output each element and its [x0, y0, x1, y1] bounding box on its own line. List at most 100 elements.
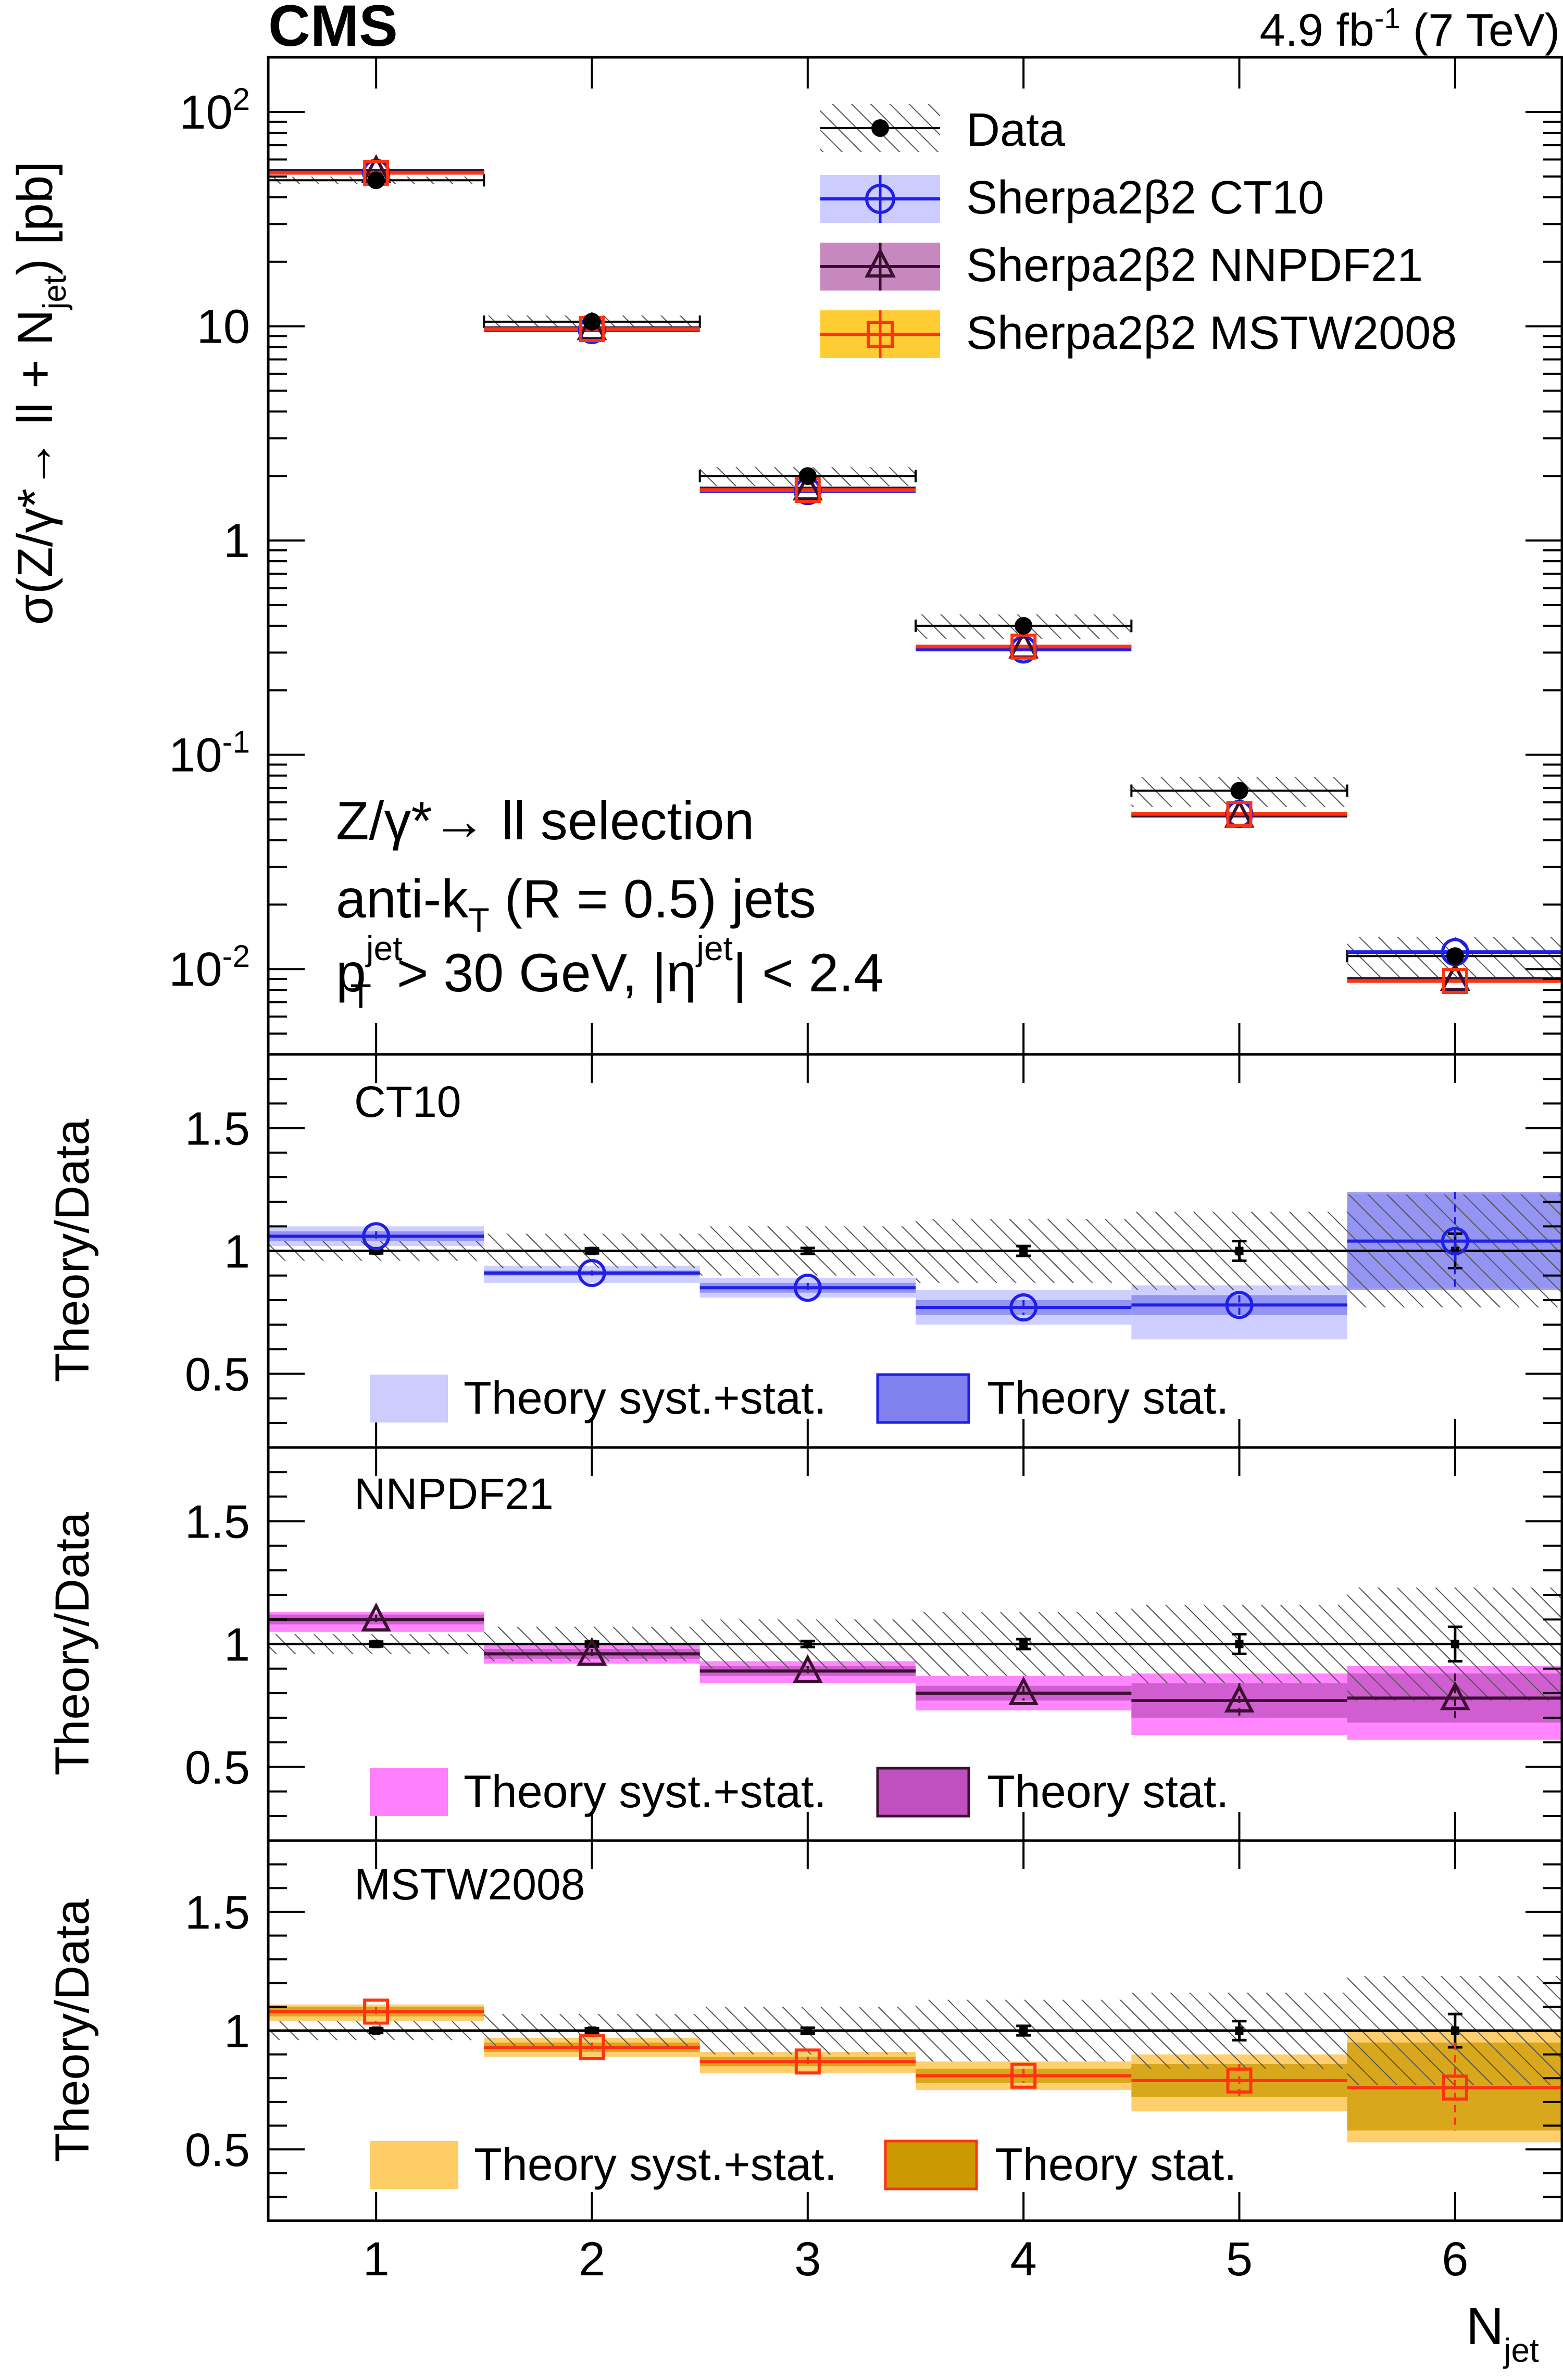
ratio-panel-ct10: 1.5 1 0.5 — [185, 1053, 1563, 1449]
data-ratio-marker — [1235, 1246, 1244, 1255]
ct10-ratio-marker — [1441, 1227, 1469, 1255]
ratio-y-tick-label: 0.5 — [185, 1349, 250, 1401]
nnpdf21-marker — [1440, 962, 1470, 991]
ratio-plot-area-nnpdf21 — [268, 1587, 1563, 1740]
data-ratio-marker — [587, 1246, 596, 1255]
x-tick-label: 2 — [579, 2233, 605, 2286]
mstw2008-ratio-marker — [1010, 2062, 1037, 2089]
x-tick-label: 3 — [794, 2233, 821, 2286]
ratio-y-tick-label: 1 — [224, 1226, 250, 1278]
ct10-ratio-marker — [362, 1222, 391, 1251]
x-axis-title: Njet — [1466, 2297, 1539, 2369]
ratio-legend-ct10: Theory syst.+stat. Theory stat. — [370, 1372, 1229, 1424]
y-tick-label: 1 — [223, 514, 250, 568]
legend-data-label: Data — [966, 104, 1066, 156]
x-tick-label: 6 — [1442, 2233, 1468, 2286]
data-ratio-marker — [803, 2026, 812, 2035]
legend-mstw2008-marker — [867, 321, 894, 348]
data-ratio-marker — [372, 2026, 381, 2035]
ratio-y-tick-label: 0.5 — [185, 2124, 250, 2176]
nnpdf21-ratio-marker — [361, 1602, 392, 1632]
data-ratio-marker — [1451, 2026, 1459, 2035]
main-plot-area — [268, 154, 1563, 994]
data-marker — [1015, 616, 1033, 635]
mstw2008-ratio-marker — [363, 1998, 390, 2025]
data-marker — [798, 467, 817, 485]
ratio-plot-area-ct10 — [268, 1192, 1563, 1340]
x-tick-label: 4 — [1010, 2233, 1037, 2286]
legend-mstw2008-label: Sherpa2β2 MSTW2008 — [966, 307, 1457, 359]
mstw2008-ratio-marker — [794, 2048, 821, 2075]
ratio-legend-nnpdf21: Theory syst.+stat. Theory stat. — [370, 1766, 1229, 1818]
ratio-y-tick-label: 1 — [224, 1619, 250, 1671]
legend-mstw2008-syst-label: Theory syst.+stat. — [474, 2138, 837, 2190]
legend-ct10-marker — [865, 184, 895, 214]
mstw2008-marker — [1442, 968, 1468, 994]
ratio-y-title-mstw2008: Theory/Data — [46, 1898, 99, 2162]
data-marker — [1230, 782, 1248, 800]
data-ratio-marker — [1019, 1246, 1028, 1255]
ratio-y-tick-label: 1 — [224, 2006, 250, 2058]
y-tick-label: 10-2 — [169, 939, 250, 996]
data-ratio-marker — [1451, 1640, 1459, 1648]
nnpdf21-ratio-marker — [1440, 1681, 1470, 1710]
ratio-y-tick-label: 0.5 — [185, 1742, 250, 1794]
legend-ct10-syst-swatch — [370, 1375, 448, 1422]
mstw2008-ratio-marker — [1442, 2074, 1468, 2101]
nnpdf21-marker — [792, 471, 823, 501]
data-ratio-marker — [1235, 1640, 1244, 1648]
y-tick-label: 10-1 — [169, 725, 250, 782]
ratio-y-tick-label: 1.5 — [185, 1887, 250, 1939]
y-tick-label: 102 — [179, 82, 250, 139]
ratio-label-ct10: CT10 — [354, 1077, 461, 1126]
mstw2008-ratio-marker — [579, 2034, 605, 2060]
data-ratio-marker — [1019, 2026, 1028, 2035]
legend-mstw2008-stat-label: Theory stat. — [995, 2138, 1237, 2190]
mstw2008-ratio-marker — [1226, 2067, 1253, 2094]
nnpdf21-ratio-marker — [1224, 1683, 1255, 1713]
y-tick-label: 10 — [197, 300, 250, 354]
ratio-y-tick-label: 1.5 — [185, 1103, 250, 1155]
legend-data-marker — [871, 119, 889, 137]
ratio-panel-nnpdf21: 1.5 1 0.5 — [185, 1446, 1563, 1842]
main-y-axis-title: σ(Z/γ*→ ll + Njet) [pb] — [7, 161, 73, 625]
data-ratio-marker — [803, 1640, 812, 1648]
ratio-plot-area-mstw2008 — [268, 1976, 1563, 2143]
legend-nnpdf21-marker — [865, 247, 896, 278]
data-marker — [583, 312, 601, 331]
nnpdf21-ratio-marker — [1008, 1676, 1039, 1705]
ratio-y-title-nnpdf21: Theory/Data — [46, 1512, 99, 1775]
ratio-label-mstw2008: MSTW2008 — [354, 1860, 585, 1909]
legend-nnpdf21-label: Sherpa2β2 NNPDF21 — [966, 240, 1423, 292]
legend-ct10-stat-label: Theory stat. — [987, 1372, 1229, 1424]
main-legend: Data Sherpa2β2 CT10 Sherpa2β2 NNPDF21 Sh… — [820, 104, 1457, 359]
ratio-panel-mstw2008: 1.5 1 0.5 1 2 3 4 5 6 — [185, 1839, 1563, 2286]
ct10-ratio-marker — [1009, 1293, 1038, 1322]
experiment-label: CMS — [268, 0, 398, 58]
legend-mstw2008-stat-swatch — [884, 2139, 978, 2190]
data-ratio-marker — [1019, 1640, 1028, 1648]
legend-ct10-label: Sherpa2β2 CT10 — [966, 172, 1324, 224]
data-ratio-marker — [803, 1246, 812, 1255]
x-tick-label: 1 — [363, 2233, 390, 2286]
selection-line-3: pjet T > 30 GeV, |ηjet| < 2.4 — [336, 929, 884, 1015]
data-ratio-marker — [372, 1640, 381, 1648]
x-tick-label: 5 — [1226, 2233, 1253, 2286]
data-marker — [367, 171, 385, 190]
legend-nnpdf21-syst-swatch — [370, 1768, 448, 1816]
legend-mstw2008-syst-swatch — [370, 2141, 458, 2189]
legend-nnpdf21-stat-label: Theory stat. — [987, 1766, 1229, 1817]
lumi-label: 4.9 fb-1 (7 TeV) — [1260, 2, 1560, 56]
nnpdf21-ratio-marker — [792, 1654, 823, 1683]
ratio-label-nnpdf21: NNPDF21 — [354, 1469, 554, 1518]
ct10-ratio-marker — [793, 1274, 822, 1302]
data-ratio-marker — [1235, 2026, 1244, 2035]
selection-line-2: anti-kT (R = 0.5) jets — [336, 869, 816, 939]
main-panel: 102 10 1 10-1 10-2 — [169, 56, 1563, 1056]
legend-ct10-stat-swatch — [876, 1373, 970, 1424]
ratio-legend-mstw2008: Theory syst.+stat. Theory stat. — [370, 2138, 1237, 2190]
mstw2008-marker — [1010, 633, 1037, 660]
ratio-y-tick-label: 1.5 — [185, 1496, 250, 1548]
ct10-ratio-marker — [578, 1258, 606, 1287]
